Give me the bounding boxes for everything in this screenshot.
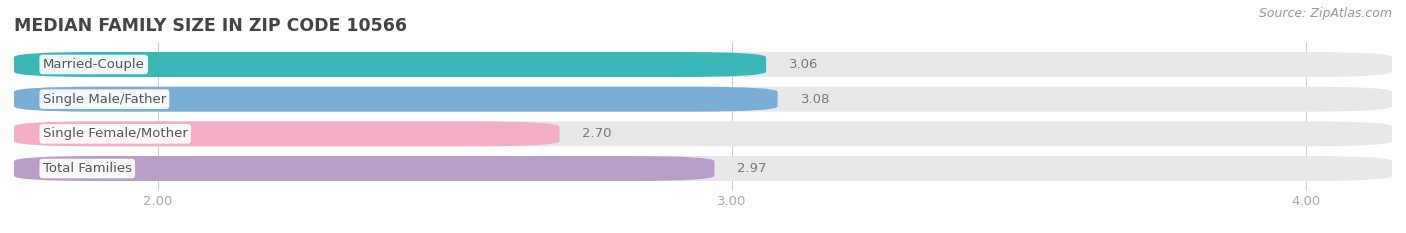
FancyBboxPatch shape [14,52,766,77]
FancyBboxPatch shape [14,156,1392,181]
Text: 3.06: 3.06 [789,58,818,71]
FancyBboxPatch shape [14,121,1392,146]
FancyBboxPatch shape [14,87,778,112]
Text: Total Families: Total Families [42,162,132,175]
Text: Married-Couple: Married-Couple [42,58,145,71]
Text: MEDIAN FAMILY SIZE IN ZIP CODE 10566: MEDIAN FAMILY SIZE IN ZIP CODE 10566 [14,17,408,35]
FancyBboxPatch shape [14,87,1392,112]
Text: 2.97: 2.97 [738,162,766,175]
FancyBboxPatch shape [14,52,1392,77]
Text: 2.70: 2.70 [582,127,612,140]
Text: Single Male/Father: Single Male/Father [42,93,166,106]
Text: Single Female/Mother: Single Female/Mother [42,127,187,140]
Text: Source: ZipAtlas.com: Source: ZipAtlas.com [1258,7,1392,20]
FancyBboxPatch shape [14,156,714,181]
Text: 3.08: 3.08 [800,93,830,106]
FancyBboxPatch shape [14,121,560,146]
